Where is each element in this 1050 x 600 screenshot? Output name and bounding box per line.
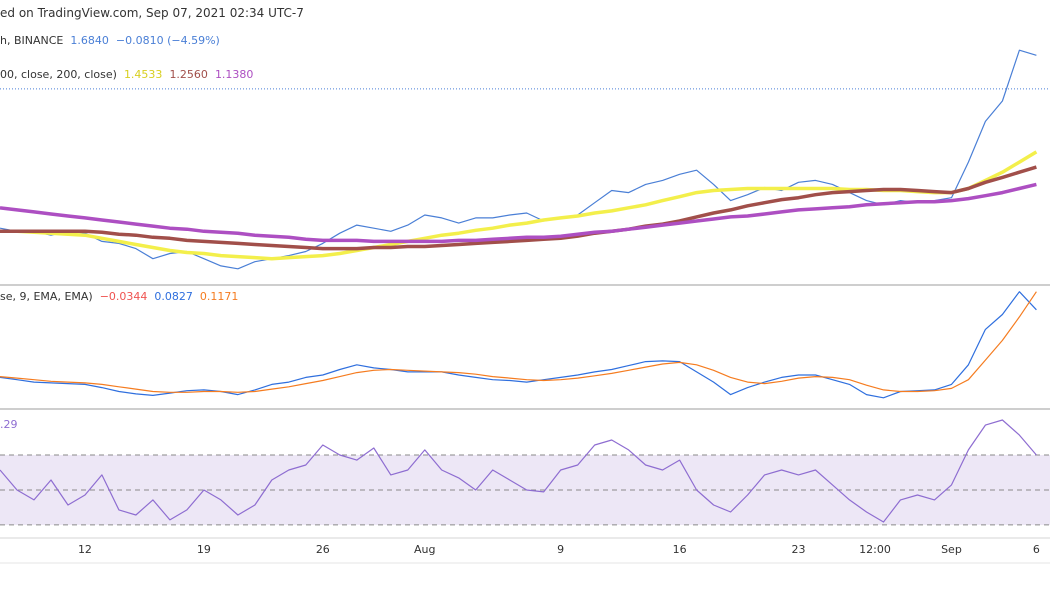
x-tick-label: 23 (792, 543, 806, 556)
source: ed on TradingView.com, Sep 07, 2021 02:3… (0, 6, 304, 20)
x-tick-label: 9 (557, 543, 564, 556)
legend-value: 1.2560 (169, 68, 208, 81)
source-line: ed on TradingView.com, Sep 07, 2021 02:3… (0, 6, 304, 20)
legend-value: 0.1171 (199, 290, 239, 303)
series-line (0, 49, 1037, 270)
legend-label: se, 9, EMA, EMA) (0, 290, 93, 303)
x-tick-label: 6 (1033, 543, 1040, 556)
legend-value: −0.0344 (99, 290, 148, 303)
ma-legend: 00, close, 200, close) 1.4533 1.2560 1.1… (0, 68, 253, 81)
legend-value: 1.4533 (123, 68, 163, 81)
x-tick-label: Aug (414, 543, 435, 556)
legend-value: −0.0810 (−4.59%) (115, 34, 220, 47)
series-line (0, 291, 1037, 393)
x-tick-label: 26 (316, 543, 330, 556)
macd-legend: se, 9, EMA, EMA) −0.0344 0.0827 0.1171 (0, 290, 238, 303)
legend-value: 1.1380 (214, 68, 254, 81)
series-line (0, 182, 1037, 244)
legend-value: .29 (0, 418, 18, 431)
x-tick-label: 19 (197, 543, 211, 556)
price-legend: h, BINANCE 1.6840 −0.0810 (−4.59%) (0, 34, 220, 47)
x-tick-label: Sep (941, 543, 962, 556)
rsi-legend: .29 (0, 418, 18, 431)
legend-value: 1.6840 (70, 34, 109, 47)
series-line (0, 419, 1037, 523)
x-tick-label: 12:00 (859, 543, 891, 556)
legend-label: 00, close, 200, close) (0, 68, 117, 81)
x-tick-label: 16 (673, 543, 687, 556)
legend-label: h, BINANCE (0, 34, 64, 47)
series-line (0, 291, 1037, 399)
series-line (0, 165, 1037, 251)
legend-value: 0.0827 (154, 290, 193, 303)
x-tick-label: 12 (78, 543, 92, 556)
